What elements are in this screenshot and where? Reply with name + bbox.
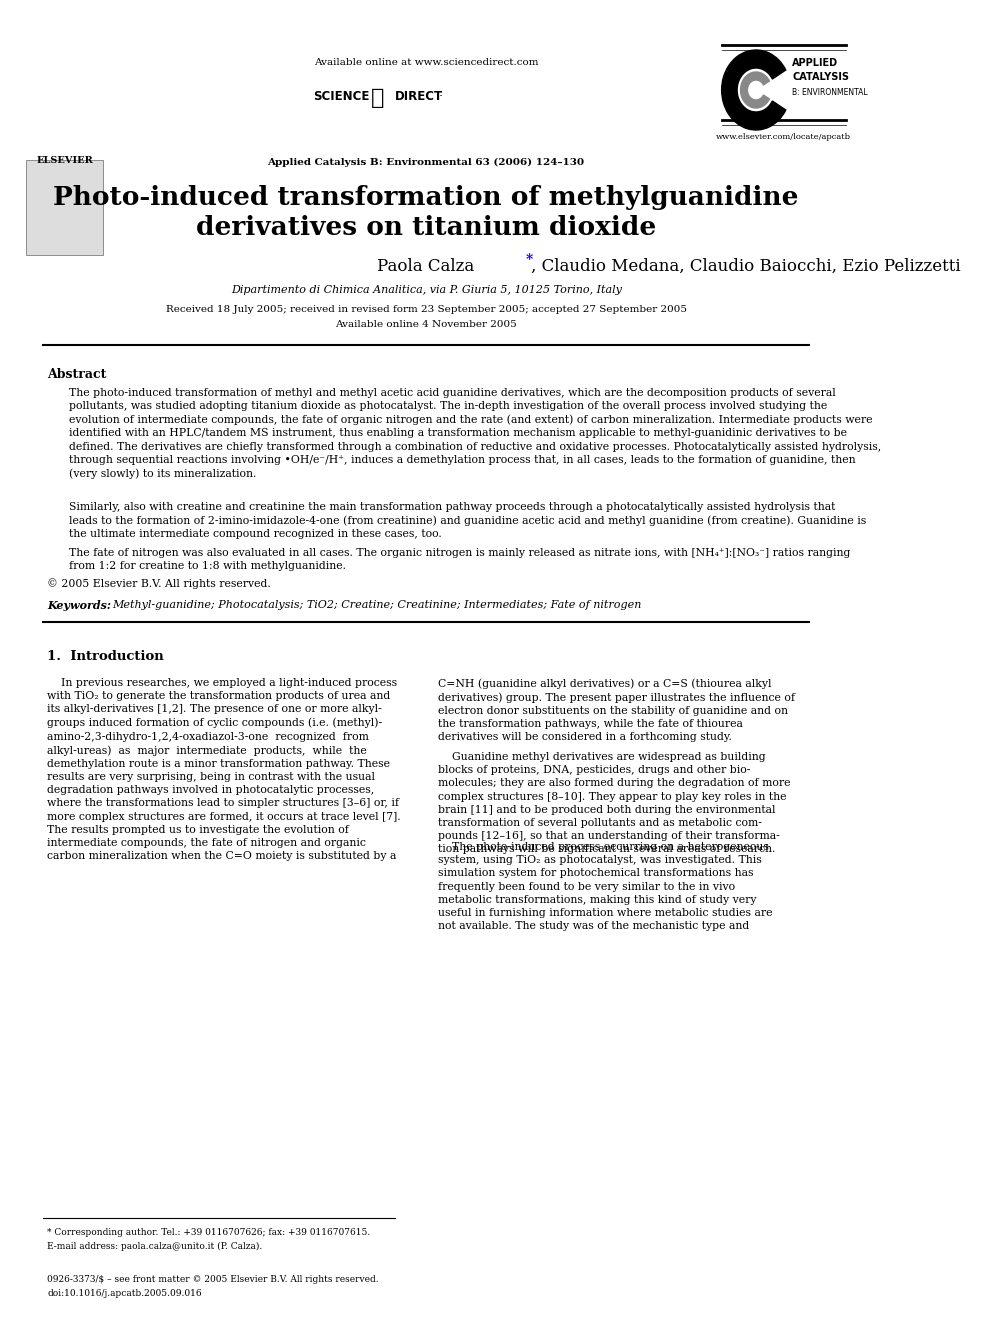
Wedge shape [741, 71, 770, 108]
Text: Abstract: Abstract [48, 368, 106, 381]
Text: ⓐ: ⓐ [371, 89, 385, 108]
Text: In previous researches, we employed a light-induced process
with TiO₂ to generat: In previous researches, we employed a li… [48, 677, 401, 861]
Text: , Claudio Medana, Claudio Baiocchi, Ezio Pelizzetti: , Claudio Medana, Claudio Baiocchi, Ezio… [531, 258, 960, 275]
Text: Applied Catalysis B: Environmental 63 (2006) 124–130: Applied Catalysis B: Environmental 63 (2… [268, 157, 584, 167]
Text: © 2005 Elsevier B.V. All rights reserved.: © 2005 Elsevier B.V. All rights reserved… [48, 578, 271, 589]
Text: Paola Calza: Paola Calza [378, 258, 475, 275]
Text: * Corresponding author. Tel.: +39 0116707626; fax: +39 0116707615.: * Corresponding author. Tel.: +39 011670… [48, 1228, 370, 1237]
Text: Guanidine methyl derivatives are widespread as building
blocks of proteins, DNA,: Guanidine methyl derivatives are widespr… [438, 751, 791, 855]
Bar [26, 160, 103, 255]
Text: ELSEVIER: ELSEVIER [36, 156, 93, 165]
Text: The fate of nitrogen was also evaluated in all cases. The organic nitrogen is ma: The fate of nitrogen was also evaluated … [68, 548, 850, 572]
Text: Keywords:: Keywords: [48, 601, 111, 611]
Text: E-mail address: paola.calza@unito.it (P. Calza).: E-mail address: paola.calza@unito.it (P.… [48, 1242, 263, 1252]
Text: *: * [526, 253, 533, 267]
Text: Similarly, also with creatine and creatinine the main transformation pathway pro: Similarly, also with creatine and creati… [68, 501, 866, 540]
Text: 0926-3373/$ – see front matter © 2005 Elsevier B.V. All rights reserved.: 0926-3373/$ – see front matter © 2005 El… [48, 1275, 379, 1285]
Text: Available online at www.sciencedirect.com: Available online at www.sciencedirect.co… [313, 58, 539, 67]
Text: derivatives on titanium dioxide: derivatives on titanium dioxide [196, 216, 657, 239]
Text: C=NH (guanidine alkyl derivatives) or a C=S (thiourea alkyl
derivatives) group. : C=NH (guanidine alkyl derivatives) or a … [438, 677, 796, 742]
Text: Available online 4 November 2005: Available online 4 November 2005 [335, 320, 517, 329]
Text: Photo-induced transformation of methylguanidine: Photo-induced transformation of methylgu… [54, 185, 799, 210]
Text: DIRECT: DIRECT [395, 90, 443, 103]
Text: Methyl-guanidine; Photocatalysis; TiO2; Creatine; Creatinine; Intermediates; Fat: Methyl-guanidine; Photocatalysis; TiO2; … [112, 601, 641, 610]
Text: www.elsevier.com/locate/apcatb: www.elsevier.com/locate/apcatb [716, 134, 851, 142]
Text: The photo-induced transformation of methyl and methyl acetic acid guanidine deri: The photo-induced transformation of meth… [68, 388, 881, 479]
Text: Dipartimento di Chimica Analitica, via P. Giuria 5, 10125 Torino, Italy: Dipartimento di Chimica Analitica, via P… [231, 284, 622, 295]
Text: Received 18 July 2005; received in revised form 23 September 2005; accepted 27 S: Received 18 July 2005; received in revis… [166, 306, 686, 314]
Text: B: ENVIRONMENTAL: B: ENVIRONMENTAL [792, 89, 868, 97]
Text: APPLIED: APPLIED [792, 58, 838, 67]
Text: 1.  Introduction: 1. Introduction [48, 650, 164, 663]
Wedge shape [721, 50, 786, 130]
Text: CATALYSIS: CATALYSIS [792, 71, 849, 82]
Text: The photo-induced process occurring on a heterogeneous
system, using TiO₂ as pho: The photo-induced process occurring on a… [438, 841, 773, 931]
Text: doi:10.1016/j.apcatb.2005.09.016: doi:10.1016/j.apcatb.2005.09.016 [48, 1289, 202, 1298]
Text: SCIENCE: SCIENCE [313, 90, 369, 103]
Text: ·: · [438, 90, 442, 103]
